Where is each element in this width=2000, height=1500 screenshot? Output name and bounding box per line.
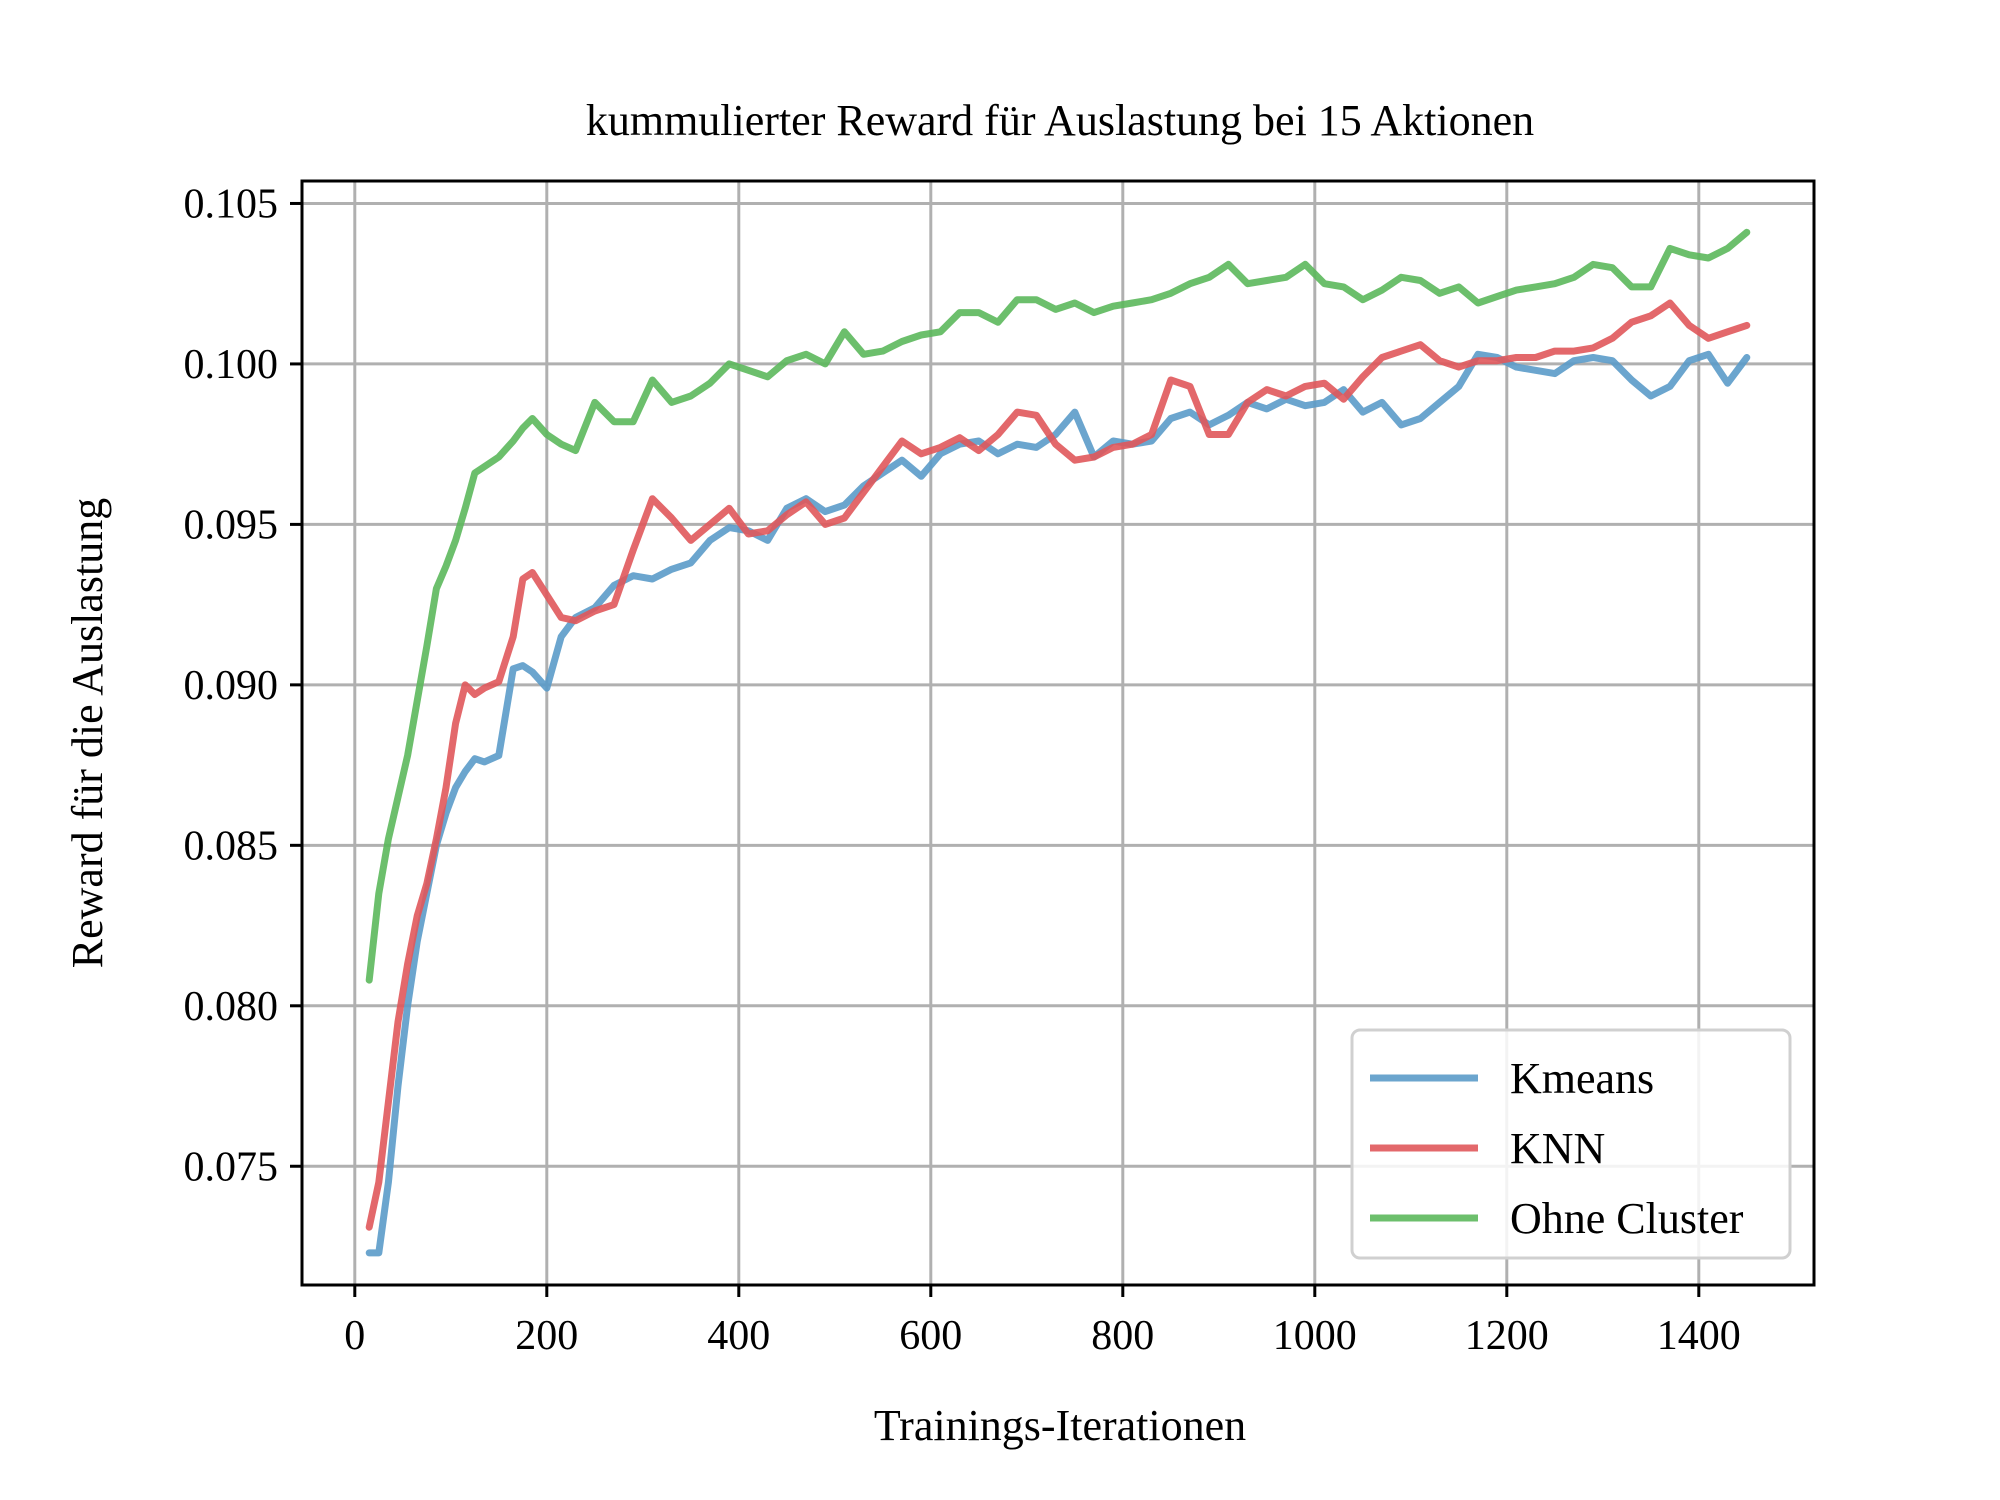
x-tick-label: 1200	[1465, 1313, 1549, 1359]
x-tick-label: 400	[707, 1313, 770, 1359]
series-line-ohne-cluster	[365, 228, 1751, 984]
legend-label-kmeans: Kmeans	[1510, 1054, 1654, 1103]
x-tick-label: 200	[515, 1313, 578, 1359]
x-tick-label: 600	[899, 1313, 962, 1359]
y-tick-label: 0.085	[184, 823, 279, 869]
legend-label-ohne-cluster: Ohne Cluster	[1510, 1194, 1744, 1243]
y-tick-label: 0.080	[184, 984, 279, 1030]
plot-frame	[300, 179, 1816, 1287]
chart-title: kummulierter Reward für Auslastung bei 1…	[586, 96, 1534, 145]
series-line-kmeans	[365, 350, 1751, 1257]
x-tick-label: 800	[1091, 1313, 1154, 1359]
series-lines	[365, 228, 1751, 1257]
y-tick-label: 0.095	[184, 502, 279, 548]
x-tick-label: 0	[344, 1313, 365, 1359]
y-tick-label: 0.100	[184, 342, 279, 388]
legend-box	[1350, 1028, 1792, 1260]
legend: Kmeans KNN Ohne Cluster	[1350, 1028, 1792, 1260]
y-tick-label: 0.090	[184, 663, 279, 709]
x-tick-label: 1000	[1273, 1313, 1357, 1359]
x-tick-label: 1400	[1657, 1313, 1741, 1359]
y-tick-label: 0.075	[184, 1144, 279, 1190]
legend-label-knn: KNN	[1510, 1124, 1605, 1173]
axis-ticks: 0 200 400 600 800 1000 1200 1400 0.075 0.080 0.085…	[184, 181, 1741, 1359]
y-axis-label: Reward für die Auslastung	[63, 498, 112, 968]
y-tick-label: 0.105	[184, 181, 279, 227]
series-line-knn	[365, 299, 1751, 1231]
x-axis-label: Trainings-Iterationen	[874, 1401, 1246, 1450]
